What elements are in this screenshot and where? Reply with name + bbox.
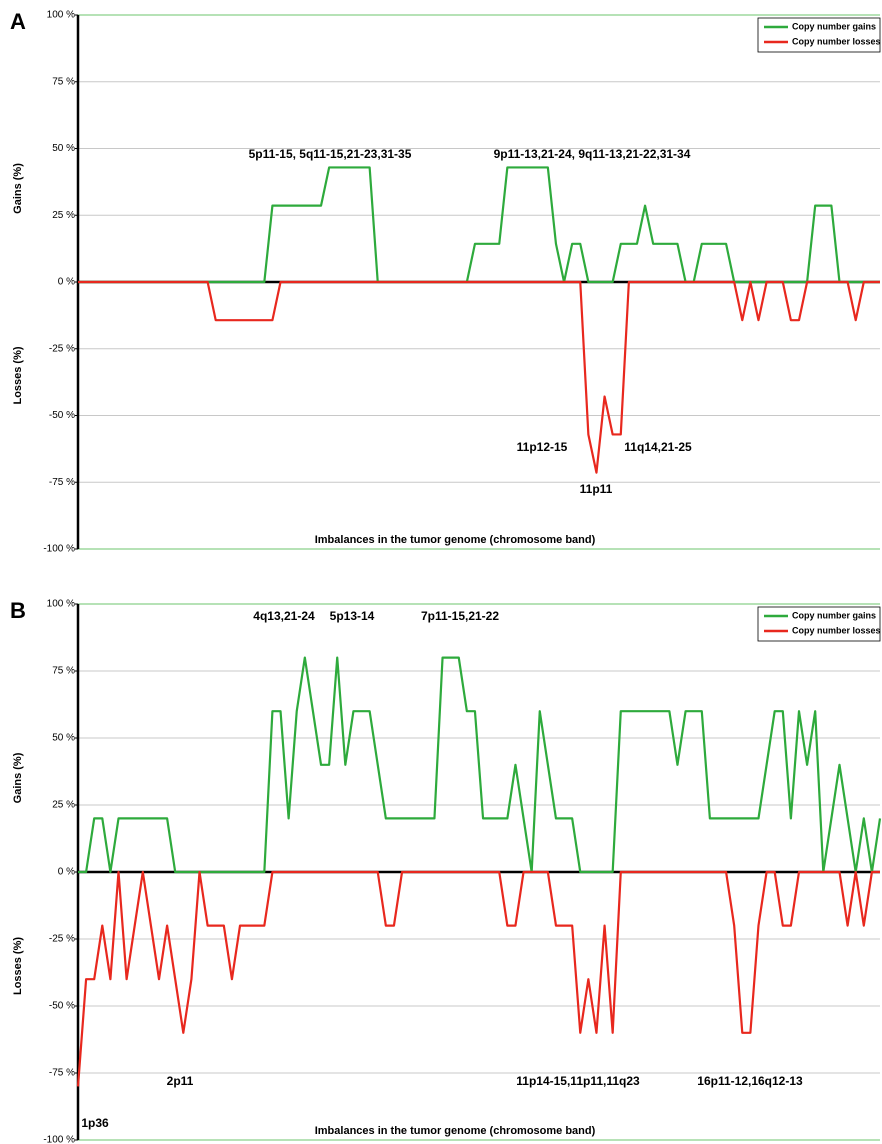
- legend-label: Copy number losses: [792, 36, 881, 46]
- y-axis-label: Gains (%): [12, 163, 24, 214]
- y-tick-label: -100 %: [43, 544, 75, 555]
- legend-label: Copy number gains: [792, 21, 876, 31]
- legend-label: Copy number losses: [792, 625, 881, 635]
- series-line: [78, 656, 882, 874]
- annotation: 11p12-15: [517, 440, 568, 454]
- y-tick-label: 25 %: [52, 210, 75, 221]
- panel: -100 % -75 % -50 % -25 % 0 % 25 % 50 % 75 % 100 …: [10, 9, 881, 555]
- y-tick-label: 75 %: [52, 666, 75, 677]
- y-tick-label: -25 %: [49, 343, 75, 354]
- x-axis-label: Imbalances in the tumor genome (chromoso…: [315, 1125, 596, 1137]
- y-axis-label: Losses (%): [12, 937, 24, 995]
- y-axis-label: Losses (%): [12, 346, 24, 404]
- annotation: 5p13-14: [330, 609, 375, 623]
- y-tick-label: -100 %: [43, 1135, 75, 1144]
- y-tick-label: 0 %: [58, 277, 75, 288]
- series-line: [78, 280, 880, 474]
- annotation: 11p11: [580, 482, 613, 496]
- annotation: 9p11-13,21-24, 9q11-13,21-22,31-34: [494, 147, 691, 161]
- y-tick-label: 50 %: [52, 143, 75, 154]
- y-tick-label: -75 %: [49, 1068, 75, 1079]
- y-tick-label: 75 %: [52, 76, 75, 87]
- series-line: [76, 870, 880, 1087]
- y-tick-label: 0 %: [58, 867, 75, 878]
- panel-label: A: [10, 9, 26, 34]
- y-tick-label: -75 %: [49, 477, 75, 488]
- y-tick-label: 50 %: [52, 733, 75, 744]
- annotation: 7p11-15,21-22: [421, 609, 499, 623]
- series-line: [78, 166, 880, 284]
- panel-label: B: [10, 598, 26, 623]
- y-tick-label: -50 %: [49, 1001, 75, 1012]
- annotation: 16p11-12,16q12-13: [697, 1074, 803, 1088]
- y-tick-label: 25 %: [52, 800, 75, 811]
- y-tick-label: -50 %: [49, 410, 75, 421]
- annotation: 11p14-15,11p11,11q23: [516, 1074, 640, 1088]
- annotation: 5p11-15, 5q11-15,21-23,31-35: [249, 147, 412, 161]
- y-axis-label: Gains (%): [12, 752, 24, 803]
- panel: -100 % -75 % -50 % -25 % 0 % 25 % 50 % 75 % 100 …: [10, 598, 882, 1144]
- annotation: 11q14,21-25: [624, 440, 692, 454]
- legend-label: Copy number gains: [792, 610, 876, 620]
- annotation: 1p36: [81, 1116, 109, 1130]
- y-tick-label: -25 %: [49, 934, 75, 945]
- annotation: 4q13,21-24: [253, 609, 315, 623]
- y-tick-label: 100 %: [47, 599, 75, 610]
- legend-box: [757, 606, 881, 642]
- annotation: 2p11: [167, 1074, 194, 1088]
- legend-box: [757, 17, 881, 53]
- x-axis-label: Imbalances in the tumor genome (chromoso…: [315, 534, 596, 546]
- y-tick-label: 100 %: [47, 10, 75, 21]
